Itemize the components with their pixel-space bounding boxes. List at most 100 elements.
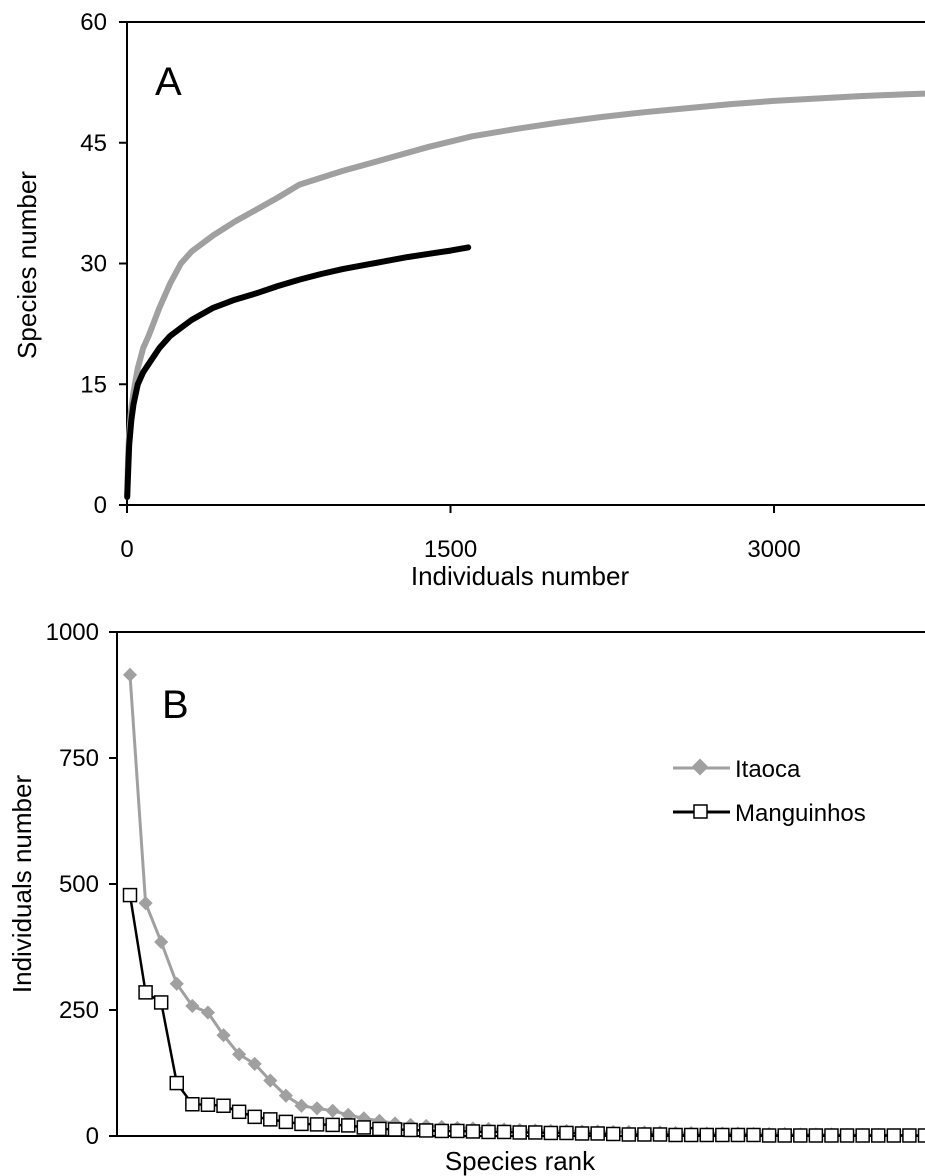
panel-b-manguinhos-point xyxy=(886,1128,902,1143)
panel-b-manguinhos-point xyxy=(699,1127,715,1143)
panel-b-itaoca-point xyxy=(232,1047,247,1062)
panel-b-manguinhos-point xyxy=(668,1127,683,1143)
panel-a-series-itaoca-line xyxy=(124,90,925,500)
panel-b-manguinhos-point xyxy=(169,1075,185,1091)
panel-a-y-tick-label: 30 xyxy=(80,251,107,278)
panel-b-manguinhos-point xyxy=(870,1128,886,1143)
panel-b-itaoca-point xyxy=(122,667,138,682)
panel-b-manguinhos-point xyxy=(683,1127,699,1143)
panel-b-series-itaoca-line xyxy=(128,674,910,1137)
panel-b-x-axis-title: Species rank xyxy=(445,1146,596,1176)
panel-b-y-tick-label: 500 xyxy=(59,871,99,898)
panel-b-manguinhos-point xyxy=(761,1128,777,1143)
panel-a-y-tick-label: 15 xyxy=(80,371,107,398)
panel-a-x-tick-label: 3000 xyxy=(747,536,800,563)
panel-b-y-tick-label: 0 xyxy=(86,1123,99,1150)
panel-b-manguinhos-point xyxy=(185,1096,200,1112)
panel-b-manguinhos-point xyxy=(278,1114,294,1130)
panel-b-manguinhos-point xyxy=(465,1124,481,1139)
panel-b-itaoca-point xyxy=(154,934,169,950)
panel-b-manguinhos-point xyxy=(839,1128,855,1143)
panel-b-manguinhos-point xyxy=(387,1122,403,1137)
panel-b-manguinhos-point xyxy=(231,1104,247,1120)
panel-b-manguinhos-point xyxy=(200,1097,216,1113)
panel-b-label: B xyxy=(162,683,189,727)
panel-b-itaoca-point xyxy=(294,1098,309,1113)
panel-b-manguinhos-point xyxy=(450,1123,465,1139)
panel-b-manguinhos-point xyxy=(855,1128,870,1143)
panel-b-series xyxy=(122,667,925,1143)
panel-b-itaoca-point xyxy=(247,1056,262,1071)
panel-b-manguinhos-point xyxy=(637,1127,652,1142)
panel-b-manguinhos-point xyxy=(340,1118,356,1133)
legend-itaoca-marker xyxy=(691,758,709,776)
panel-b-manguinhos-point xyxy=(496,1124,512,1140)
panel-b-manguinhos-point xyxy=(730,1127,746,1143)
panel-b-itaoca-point xyxy=(278,1088,293,1103)
panel-a-series-manguinhos-line xyxy=(124,244,472,500)
panel-b-manguinhos-point xyxy=(481,1124,496,1140)
panel-b-chart: B 0 250 500 750 1000 Species rank Individual… xyxy=(7,619,925,1176)
panel-a-y-tick-label: 60 xyxy=(80,9,107,36)
panel-b-y-tick-label: 750 xyxy=(59,745,99,772)
panel-b-itaoca-point xyxy=(185,998,200,1014)
panel-b-manguinhos-point xyxy=(294,1116,309,1132)
panel-b-itaoca-point xyxy=(169,976,184,991)
panel-b-manguinhos-point xyxy=(263,1112,278,1127)
panel-b-manguinhos-point xyxy=(777,1128,792,1143)
panel-b-itaoca-point xyxy=(200,1005,216,1020)
panel-b-itaoca-point xyxy=(309,1101,325,1116)
panel-b-manguinhos-point xyxy=(746,1127,761,1143)
panel-b-manguinhos-point xyxy=(356,1120,372,1135)
panel-b-manguinhos-point xyxy=(153,995,169,1010)
panel-a-x-tick-label: 0 xyxy=(120,536,133,563)
panel-b-manguinhos-point xyxy=(824,1128,839,1143)
legend-itaoca-label: Itaoca xyxy=(735,756,801,783)
panel-a-series xyxy=(124,90,925,500)
panel-b-legend: Itaoca Manguinhos xyxy=(673,756,866,827)
panel-b-manguinhos-point xyxy=(715,1127,730,1143)
legend-manguinhos-label: Manguinhos xyxy=(735,800,866,827)
panel-b-manguinhos-point xyxy=(808,1128,824,1143)
panel-b-itaoca-point xyxy=(138,896,153,911)
panel-b-y-axis-title: Individuals number xyxy=(7,775,37,994)
panel-b-manguinhos-point xyxy=(418,1123,434,1138)
panel-b-y-tick-label: 1000 xyxy=(46,619,99,646)
panel-b-y-tick-label: 250 xyxy=(59,997,99,1024)
panel-b-manguinhos-point xyxy=(325,1117,340,1133)
panel-b-manguinhos-point xyxy=(372,1121,387,1137)
panel-b-manguinhos-point xyxy=(621,1127,637,1142)
panel-b-itaoca-point xyxy=(325,1103,340,1118)
panel-b-manguinhos-point xyxy=(605,1126,621,1142)
panel-b-manguinhos-point xyxy=(434,1123,450,1139)
panel-b-manguinhos-point xyxy=(543,1125,559,1141)
panel-b-manguinhos-point xyxy=(247,1109,262,1125)
panel-a-x-axis-title: Individuals number xyxy=(411,561,630,591)
panel-b-manguinhos-point xyxy=(216,1098,231,1114)
panel-b-manguinhos-point xyxy=(574,1126,590,1141)
panel-b-itaoca-point xyxy=(216,1028,231,1043)
panel-a-y-tick-label: 45 xyxy=(80,130,107,157)
panel-a-y-axis-title: Species number xyxy=(12,171,42,359)
panel-a-x-tick-label: 1500 xyxy=(424,536,477,563)
panel-b-manguinhos-point xyxy=(559,1125,574,1141)
panel-a-y-tick-label: 0 xyxy=(94,492,107,519)
legend-manguinhos-marker xyxy=(693,804,708,819)
panel-b-manguinhos-point xyxy=(652,1127,668,1142)
panel-b-ticks: 0 250 500 750 1000 xyxy=(46,619,117,1150)
panel-b-manguinhos-point xyxy=(512,1125,527,1140)
panel-b-manguinhos-point xyxy=(403,1122,418,1138)
panel-b-manguinhos-point xyxy=(122,887,138,903)
panel-b-manguinhos-point xyxy=(309,1117,325,1132)
panel-a-ticks: 0 15 30 45 60 0 1500 3000 xyxy=(80,9,800,563)
panel-b-manguinhos-point xyxy=(793,1128,808,1143)
panel-b-manguinhos-point xyxy=(590,1126,605,1141)
panel-b-manguinhos-point xyxy=(528,1125,543,1140)
panel-b-itaoca-point xyxy=(263,1073,278,1088)
panel-a-label: A xyxy=(155,60,182,104)
panel-b-manguinhos-point xyxy=(902,1128,917,1143)
panel-b-manguinhos-point xyxy=(138,985,153,1000)
panel-b-manguinhos-point xyxy=(917,1128,925,1143)
